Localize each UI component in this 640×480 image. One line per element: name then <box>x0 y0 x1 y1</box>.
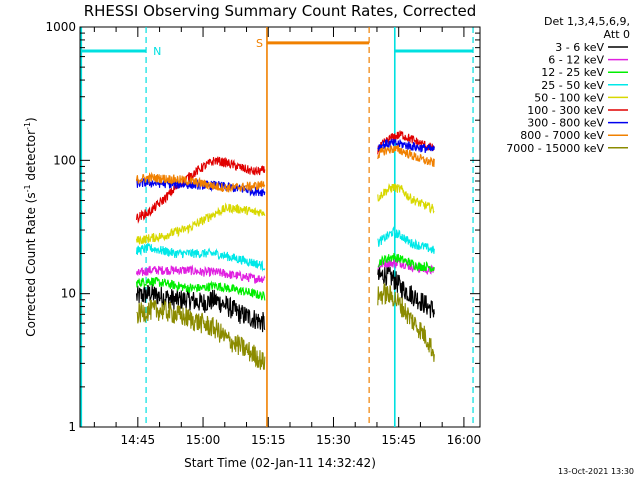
legend-label: 3 - 6 keV <box>555 41 604 54</box>
y-label-part: ) <box>24 117 38 122</box>
series-line <box>135 276 266 301</box>
series-line <box>377 143 435 168</box>
x-tick-label: 15:30 <box>316 433 351 447</box>
legend-label: 300 - 800 keV <box>527 117 604 130</box>
x-tick-label: 15:15 <box>251 433 286 447</box>
legend-label: 800 - 7000 keV <box>520 129 604 142</box>
chart-title: RHESSI Observing Summary Count Rates, Co… <box>84 2 477 20</box>
legend-header-detectors: Det 1,3,4,5,6,9, <box>544 15 630 28</box>
y-label-sup: -1 <box>23 184 32 192</box>
x-tick-label: 15:00 <box>186 433 221 447</box>
legend-label: 50 - 100 keV <box>534 91 604 104</box>
series-line <box>136 299 266 371</box>
interval-markers: NS <box>80 27 474 427</box>
y-axis-label: Corrected Count Rate (s-1 detector-1) <box>23 117 38 336</box>
x-axis-ticks: 14:45 15:00 15:15 15:30 15:45 16:00 <box>93 27 482 447</box>
series-lines <box>135 130 435 371</box>
x-tick-label: 14:45 <box>121 433 156 447</box>
series-line <box>377 252 435 273</box>
legend-header-attenuator: Att 0 <box>604 28 630 41</box>
legend-label: 100 - 300 keV <box>527 104 604 117</box>
y-axis-ticks: 1 10 100 1000 <box>45 20 480 434</box>
legend-label: 25 - 50 keV <box>541 79 604 92</box>
series-line <box>377 182 435 214</box>
series-line <box>377 138 435 153</box>
series-line <box>377 265 435 319</box>
series-line <box>135 202 266 245</box>
legend-label: 6 - 12 keV <box>548 54 604 67</box>
series-line <box>135 242 266 272</box>
y-tick-label: 10 <box>61 287 76 301</box>
y-tick-label: 1000 <box>45 20 76 34</box>
series-line <box>135 156 266 224</box>
timestamp: 13-Oct-2021 13:30 <box>558 467 634 476</box>
series-line <box>135 284 266 333</box>
x-tick-label: 16:00 <box>447 433 482 447</box>
y-tick-label: 1 <box>68 420 76 434</box>
flag-label-n: N <box>153 45 161 58</box>
y-label-part: detector <box>24 130 38 185</box>
flag-label-s: S <box>256 37 263 50</box>
x-axis-label: Start Time (02-Jan-11 14:32:42) <box>184 456 376 470</box>
legend-label: 12 - 25 keV <box>541 66 604 79</box>
x-tick-label: 15:45 <box>381 433 416 447</box>
plot-frame <box>79 26 481 428</box>
series-line <box>377 226 435 254</box>
y-label-sup: -1 <box>23 122 32 130</box>
legend-label: 7000 - 15000 keV <box>506 142 604 155</box>
series-line <box>135 171 266 193</box>
series-line <box>377 282 435 362</box>
y-tick-label: 100 <box>53 153 76 167</box>
y-label-part: Corrected Count Rate (s <box>24 192 38 336</box>
series-line <box>135 264 266 284</box>
